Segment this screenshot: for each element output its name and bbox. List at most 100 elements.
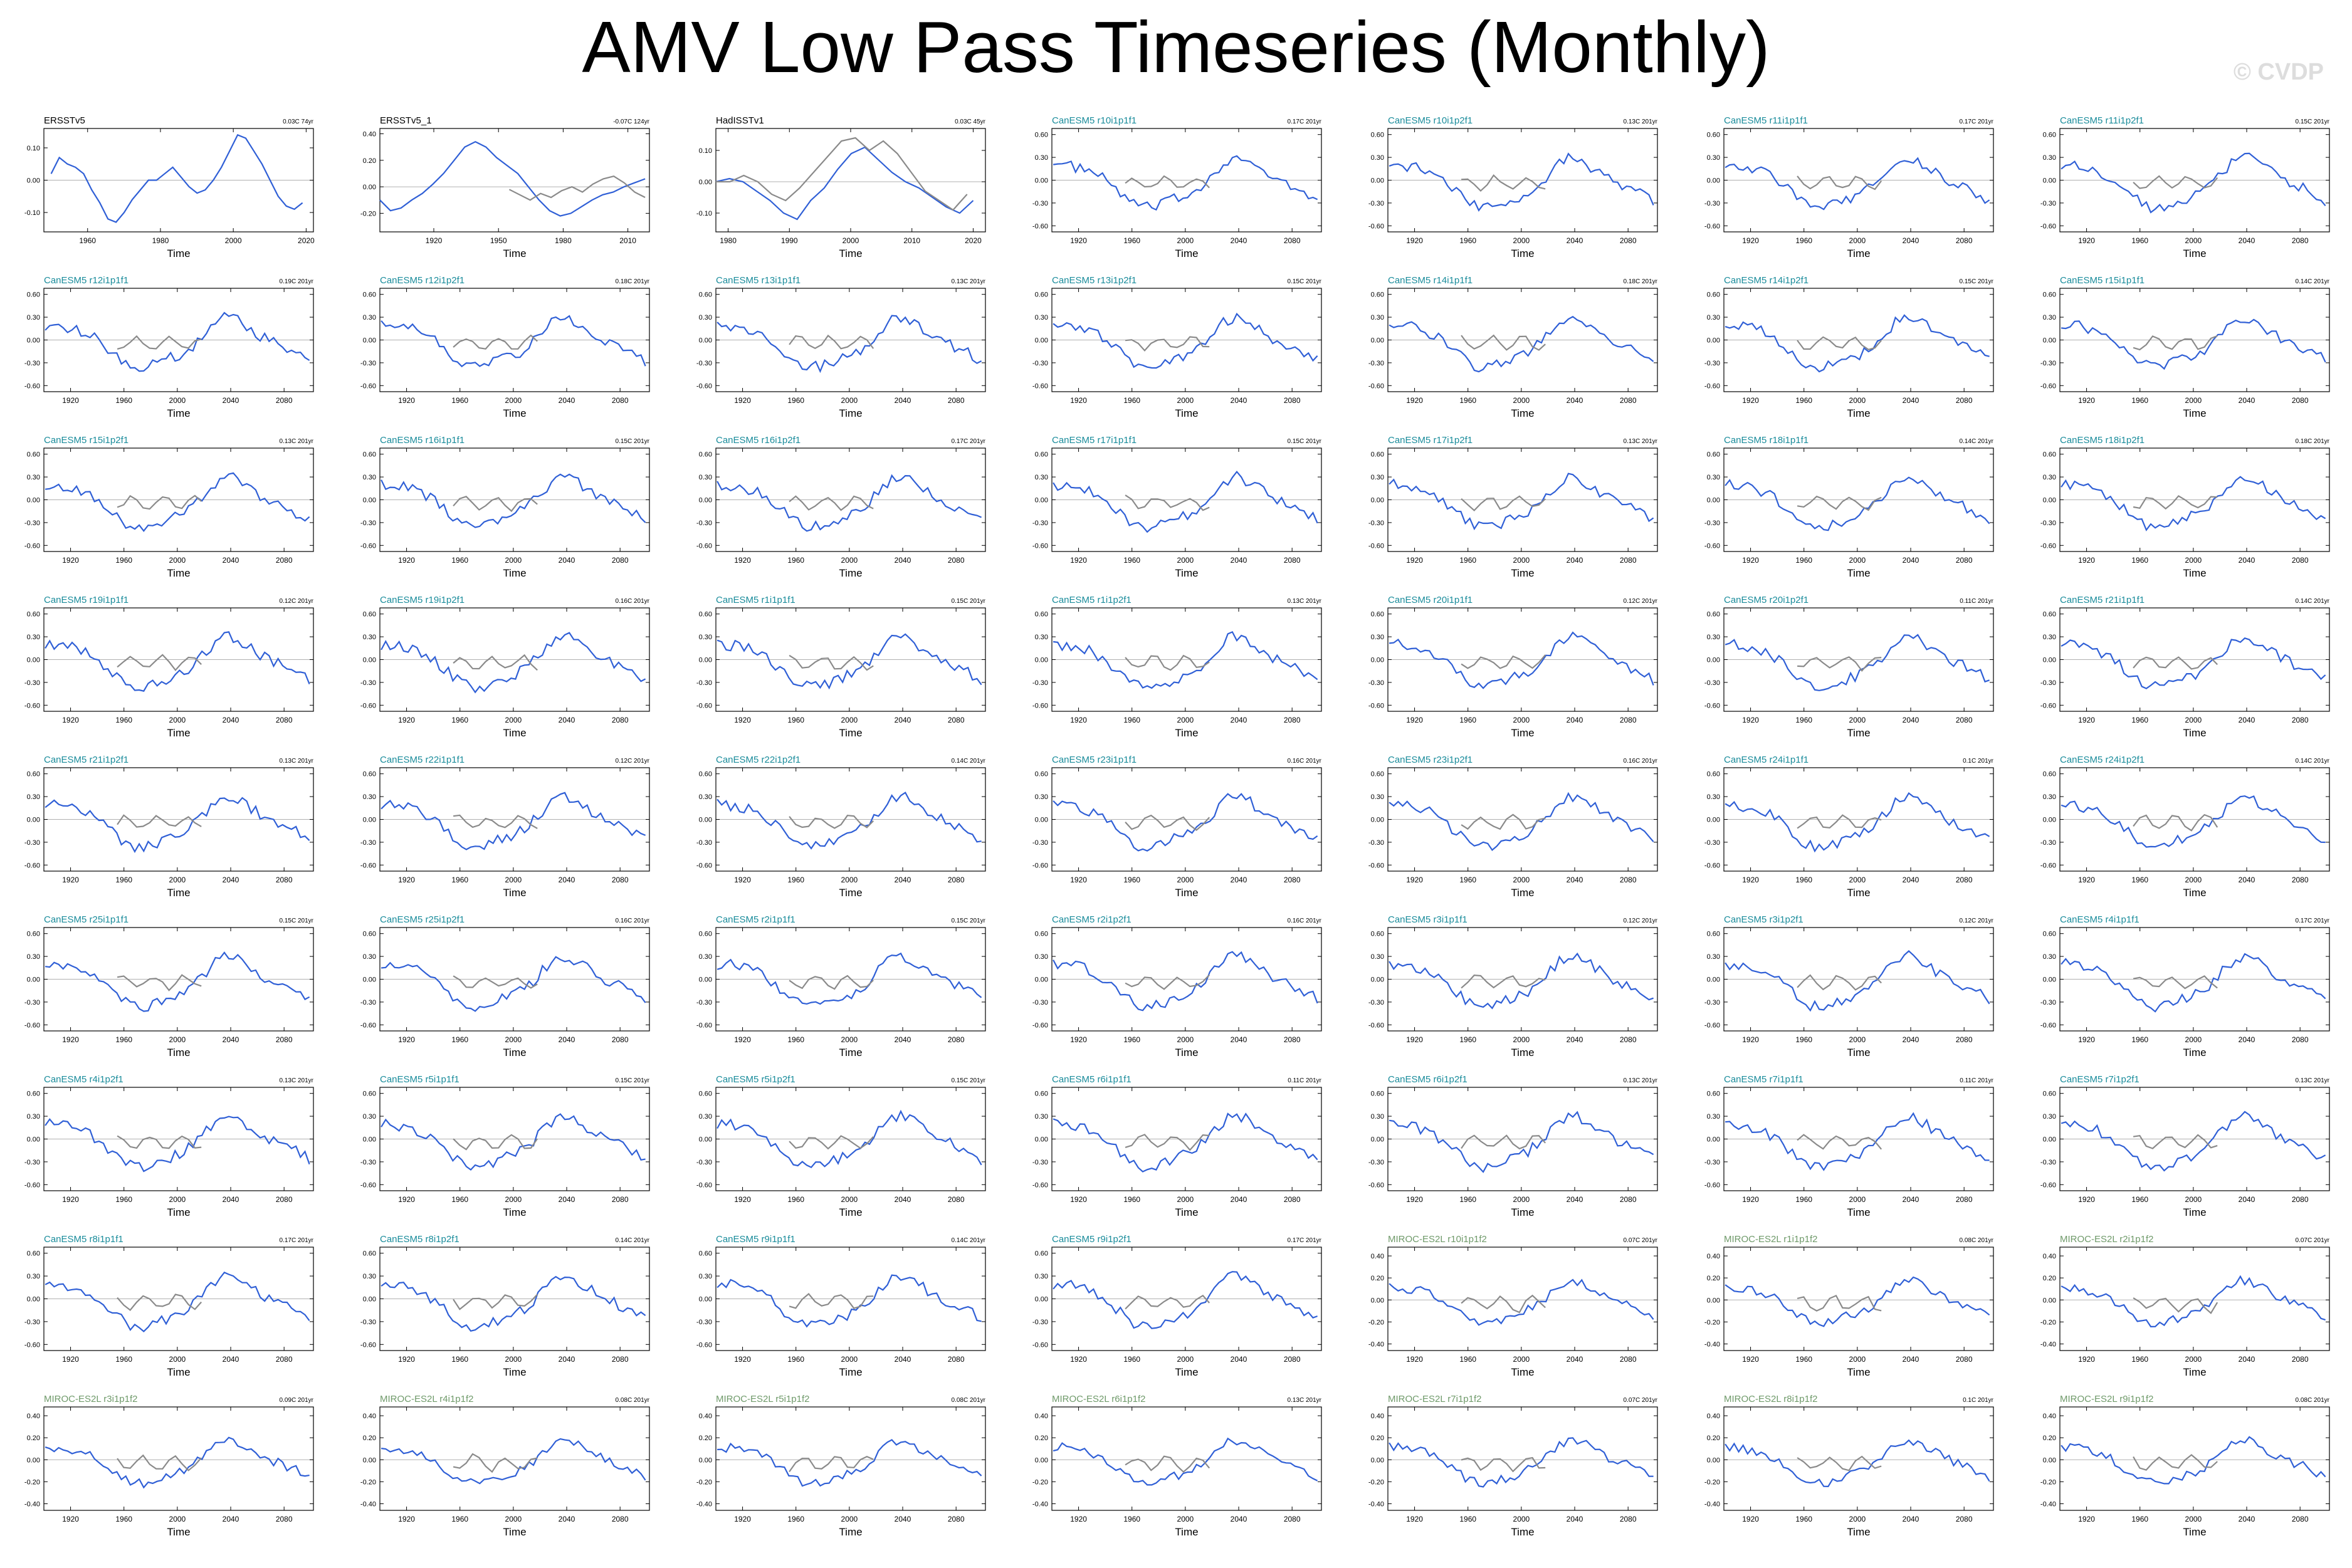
x-tick-label: 2080 [276,556,293,565]
panel-title: CanESM5 r17i1p2f1 [1388,435,1473,446]
y-tick-label: 0.30 [27,634,40,641]
panel-title: CanESM5 r17i1p1f1 [1052,435,1137,446]
x-tick-label: 1920 [2078,1515,2095,1524]
x-axis-label: Time [503,727,526,739]
panel-title: CanESM5 r14i1p1f1 [1388,275,1473,286]
y-tick-label: 0.60 [699,1250,712,1258]
x-axis-label: Time [1511,407,1534,419]
panel-trend: 0.15C 201yr [1960,278,1994,285]
y-tick-label: -0.60 [1368,862,1384,869]
y-tick-label: 0.40 [363,130,376,138]
y-tick-label: 0.30 [363,793,376,801]
y-tick-label: 0.30 [2043,1113,2056,1121]
x-tick-label: 2000 [841,396,858,405]
y-tick-label: 0.30 [1707,474,1720,481]
x-tick-label: 1960 [787,875,804,884]
x-axis-label: Time [503,567,526,579]
panel-title: MIROC-ES2L r7i1p1f2 [1388,1394,1482,1404]
x-tick-label: 2040 [1903,396,1919,405]
x-tick-label: 1920 [1070,556,1087,565]
x-axis-label: Time [1847,727,1870,739]
y-tick-label: 0.00 [1371,817,1384,824]
obs-overlay-line [1797,336,1882,350]
chart-panel: CanESM5 r24i1p1f1 0.1C 201yr 0.60 0.30 0.00 -… [1704,755,1994,899]
y-tick-label: -0.60 [1032,702,1048,709]
chart-panel: CanESM5 r14i1p2f1 0.15C 201yr 0.60 0.30 0.00… [1704,275,1994,419]
x-axis-label: Time [839,567,862,579]
x-tick-label: 1920 [734,1035,751,1044]
y-tick-label: 0.60 [699,451,712,459]
plot-frame [1387,1406,1658,1511]
y-tick-label: 0.00 [363,976,376,984]
y-tick-label: 0.00 [1371,1456,1384,1464]
panel-title: CanESM5 r21i1p2f1 [44,755,129,765]
x-axis-label: Time [2183,727,2206,739]
y-tick-label: 0.60 [699,931,712,938]
x-tick-label: 1920 [2078,1035,2095,1044]
x-tick-label: 1960 [1123,1355,1140,1364]
x-tick-label: 2080 [2292,875,2309,884]
x-tick-label: 2000 [1177,1035,1194,1044]
series-line [2061,1111,2326,1172]
y-tick-label: -0.40 [360,1500,376,1508]
y-tick-label: 0.30 [699,634,712,641]
panel-title: MIROC-ES2L r9i1p1f2 [2060,1394,2154,1404]
y-tick-label: -0.60 [24,862,40,869]
obs-overlay-line [1461,495,1546,512]
x-tick-label: 1950 [490,236,507,245]
x-tick-label: 2000 [169,1195,186,1204]
y-tick-label: -0.30 [1032,839,1048,847]
series-line [1053,630,1318,689]
chart-panel: MIROC-ES2L r6i1p1f2 0.13C 201yr 0.40 0.20 0.… [1032,1394,1322,1538]
series-line [717,1274,982,1328]
x-axis-label: Time [503,1047,526,1058]
obs-overlay-line [1461,975,1546,989]
x-tick-label: 1920 [2078,556,2095,565]
series-line [45,472,310,532]
y-tick-label: 0.00 [699,179,712,186]
x-axis-label: Time [167,1366,190,1378]
panel-title: MIROC-ES2L r10i1p1f2 [1388,1234,1487,1245]
chart-panel: CanESM5 r16i1p2f1 0.17C 201yr 0.60 0.30 0.00… [696,435,986,579]
x-axis-label: Time [1511,567,1534,579]
obs-overlay-line [789,1135,874,1150]
chart-panel: CanESM5 r10i1p1f1 0.17C 201yr 0.60 0.30 0.00… [1032,115,1322,259]
panel-trend: 0.15C 201yr [1288,278,1322,285]
x-tick-label: 2080 [612,1035,629,1044]
y-tick-label: 0.30 [1035,154,1048,162]
x-axis-label: Time [839,727,862,739]
panel-trend: 0.13C 201yr [1288,1397,1322,1404]
series-line [1725,634,1990,691]
panel-trend: 0.03C 74yr [283,118,314,125]
y-tick-label: 0.40 [699,1413,712,1420]
obs-overlay-line [453,1294,538,1310]
obs-overlay-line [453,1453,538,1473]
panel-title: ERSSTv5_1 [380,115,432,126]
panel-trend: 0.14C 201yr [2296,758,2330,765]
x-tick-label: 2020 [298,236,315,245]
x-axis-label: Time [1175,1047,1198,1058]
y-tick-label: 0.30 [1371,1113,1384,1121]
series-line [1053,793,1318,852]
x-tick-label: 2000 [505,1355,522,1364]
series-line [1725,157,1990,211]
x-tick-label: 1920 [1070,1195,1087,1204]
obs-overlay-line [1125,336,1210,352]
x-tick-label: 1920 [1406,1355,1423,1364]
x-tick-label: 2000 [1513,396,1530,405]
y-tick-label: -0.20 [1704,1478,1720,1486]
y-tick-label: -0.60 [1032,222,1048,230]
x-tick-label: 1920 [398,1035,415,1044]
y-tick-label: -0.20 [2040,1319,2056,1326]
y-tick-label: -0.60 [2040,222,2056,230]
panel-title: CanESM5 r25i1p1f1 [44,914,129,925]
x-tick-label: 1960 [79,236,96,245]
series-line [2061,1436,2326,1485]
x-tick-label: 2080 [2292,236,2309,245]
y-tick-label: -0.60 [1032,382,1048,390]
x-tick-label: 1920 [1406,875,1423,884]
plot-frame [1387,1247,1658,1351]
x-tick-label: 2040 [1231,236,1247,245]
series-line [381,473,646,528]
y-tick-label: -0.60 [1032,862,1048,869]
